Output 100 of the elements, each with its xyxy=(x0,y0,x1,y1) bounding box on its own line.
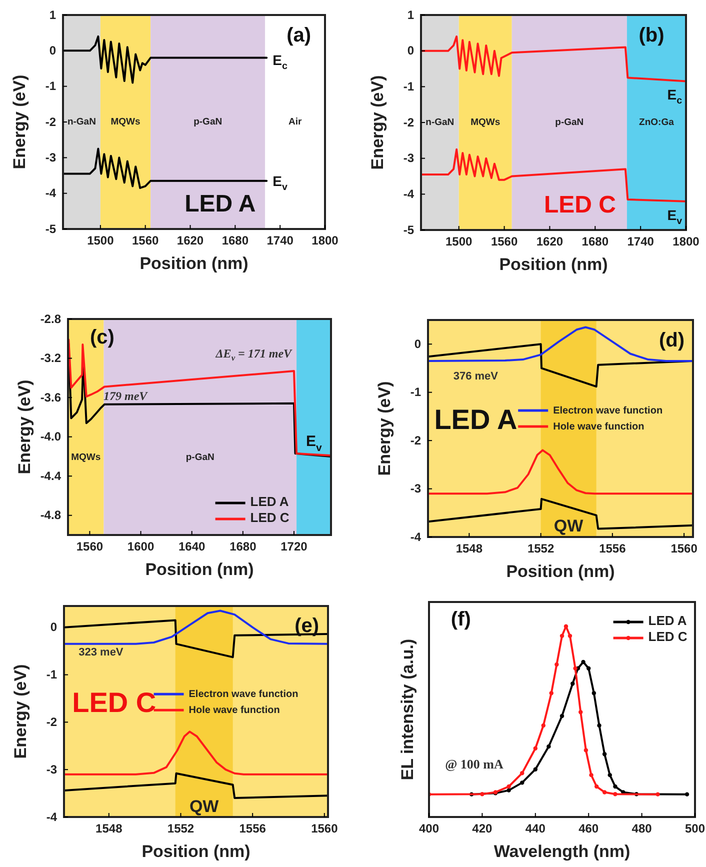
band-label: MQWs xyxy=(110,116,140,128)
band-label: n-GaN xyxy=(426,117,454,128)
x-tick-label: 1680 xyxy=(230,540,257,554)
annotation: LED C xyxy=(544,192,616,219)
x-tick-label: 1620 xyxy=(176,234,204,248)
x-tick-label: 1640 xyxy=(178,540,206,554)
x-tick-label: 1740 xyxy=(266,234,294,248)
y-tick-label: -3.2 xyxy=(40,351,62,366)
y-tick-label: -2 xyxy=(410,433,422,448)
x-tick-label: 1600 xyxy=(127,540,154,554)
annotation: (c) xyxy=(90,326,114,349)
x-axis-title: Position (nm) xyxy=(145,560,254,579)
y-tick-label: -3 xyxy=(410,482,422,496)
y-tick-label: 0 xyxy=(407,44,414,58)
x-tick-label: 1560 xyxy=(490,234,518,249)
x-tick-label: 1800 xyxy=(672,234,700,249)
y-tick-label: -1 xyxy=(403,80,414,94)
legend-label: Electron wave function xyxy=(188,688,298,700)
x-tick-label: 400 xyxy=(418,822,440,836)
legend-label: LED C xyxy=(648,629,688,644)
y-tick-label: -5 xyxy=(45,222,56,236)
annotation: E$_{c}$ xyxy=(272,52,288,72)
x-tick-label: 1740 xyxy=(627,234,654,249)
annotation: (e) xyxy=(294,615,320,638)
band-label: ZnO:Ga xyxy=(639,117,675,128)
annotation: LED A xyxy=(434,404,518,436)
x-axis-title: Position (nm) xyxy=(140,254,248,273)
annotation: E$_{v}$ xyxy=(667,206,683,228)
legend-label: Hole wave function xyxy=(553,421,644,432)
x-axis-title: Wavelength (nm) xyxy=(494,842,630,861)
y-tick-label: -4 xyxy=(46,810,58,824)
y-axis-title: EL intensity (a.u.) xyxy=(398,638,417,780)
annotation: E$_{v}$ xyxy=(306,433,322,454)
band-label: MQWs xyxy=(71,452,101,463)
x-tick-label: 1680 xyxy=(582,234,609,249)
band-label: QW xyxy=(189,796,220,816)
legend-label: LED A xyxy=(648,613,688,628)
legend-label: LED C xyxy=(250,510,290,526)
legend-label: LED A xyxy=(250,494,290,510)
y-tick-label: -1 xyxy=(46,668,58,682)
y-tick-label: -3 xyxy=(45,150,56,165)
y-tick-label: 1 xyxy=(407,8,414,22)
y-tick-label: -1 xyxy=(410,385,422,400)
x-tick-label: 1560 xyxy=(311,822,338,836)
annotation: (a) xyxy=(286,24,312,47)
x-tick-label: 1548 xyxy=(96,822,123,836)
y-tick-label: -3 xyxy=(403,151,414,166)
legend-label: Hole wave function xyxy=(188,704,280,716)
y-tick-label: -1 xyxy=(45,79,56,94)
y-tick-label: -3.6 xyxy=(40,390,62,404)
x-tick-label: 1560 xyxy=(76,540,104,554)
x-tick-label: 1800 xyxy=(312,234,339,248)
annotation: LED A xyxy=(184,190,256,218)
y-axis-title: Energy (eV) xyxy=(10,74,29,170)
x-tick-label: 1556 xyxy=(599,542,626,556)
band-label: Air xyxy=(288,116,302,128)
y-tick-label: -4 xyxy=(45,186,56,200)
annotation: ΔE$_{v}$ = 171 meV xyxy=(214,346,293,364)
y-tick-label: -4.8 xyxy=(40,508,62,522)
y-tick-label: 1 xyxy=(49,8,56,22)
annotation: 323 meV xyxy=(78,646,124,658)
x-tick-label: 500 xyxy=(684,822,706,836)
x-tick-label: 440 xyxy=(525,822,546,836)
x-tick-label: 1620 xyxy=(536,234,564,249)
x-tick-label: 1680 xyxy=(222,234,249,248)
legend-label: Electron wave function xyxy=(553,405,663,416)
annotation: (d) xyxy=(659,330,685,352)
y-axis-title: Energy (eV) xyxy=(368,75,387,170)
band-label: p-GaN xyxy=(194,116,222,128)
x-axis-title: Position (nm) xyxy=(499,255,608,274)
annotation: E$_{c}$ xyxy=(667,86,683,107)
y-axis-title: Energy (eV) xyxy=(375,381,394,476)
x-tick-label: 1552 xyxy=(167,822,194,836)
y-tick-label: -4 xyxy=(410,530,422,544)
y-tick-label: -4.4 xyxy=(40,468,62,483)
x-axis-title: Position (nm) xyxy=(506,562,615,581)
annotation: E$_{v}$ xyxy=(272,172,288,194)
y-tick-label: -3 xyxy=(46,762,58,776)
x-tick-label: 480 xyxy=(632,822,652,836)
x-tick-label: 1552 xyxy=(527,542,554,556)
x-axis-title: Position (nm) xyxy=(142,842,250,861)
x-tick-label: 1560 xyxy=(670,542,698,556)
y-tick-label: -2 xyxy=(403,115,414,130)
y-tick-label: -4 xyxy=(403,187,414,202)
x-tick-label: 1720 xyxy=(280,540,308,554)
x-tick-label: 1548 xyxy=(456,542,483,556)
annotation: 376 meV xyxy=(453,370,499,382)
y-tick-label: 0 xyxy=(50,620,58,634)
y-tick-label: 0 xyxy=(49,44,56,58)
band-label: n-GaN xyxy=(67,116,96,128)
y-tick-label: -2 xyxy=(46,715,58,730)
annotation: LED C xyxy=(72,688,156,719)
x-tick-label: 420 xyxy=(472,822,493,836)
y-axis-title: Energy (eV) xyxy=(15,380,34,474)
annotation: @ 100 mA xyxy=(445,756,504,772)
y-tick-label: 0 xyxy=(414,336,422,351)
band-label: p-GaN xyxy=(555,117,584,128)
band-label: p-GaN xyxy=(186,452,215,463)
y-axis-title: Energy (eV) xyxy=(11,664,30,759)
y-tick-label: -4.0 xyxy=(40,430,62,444)
